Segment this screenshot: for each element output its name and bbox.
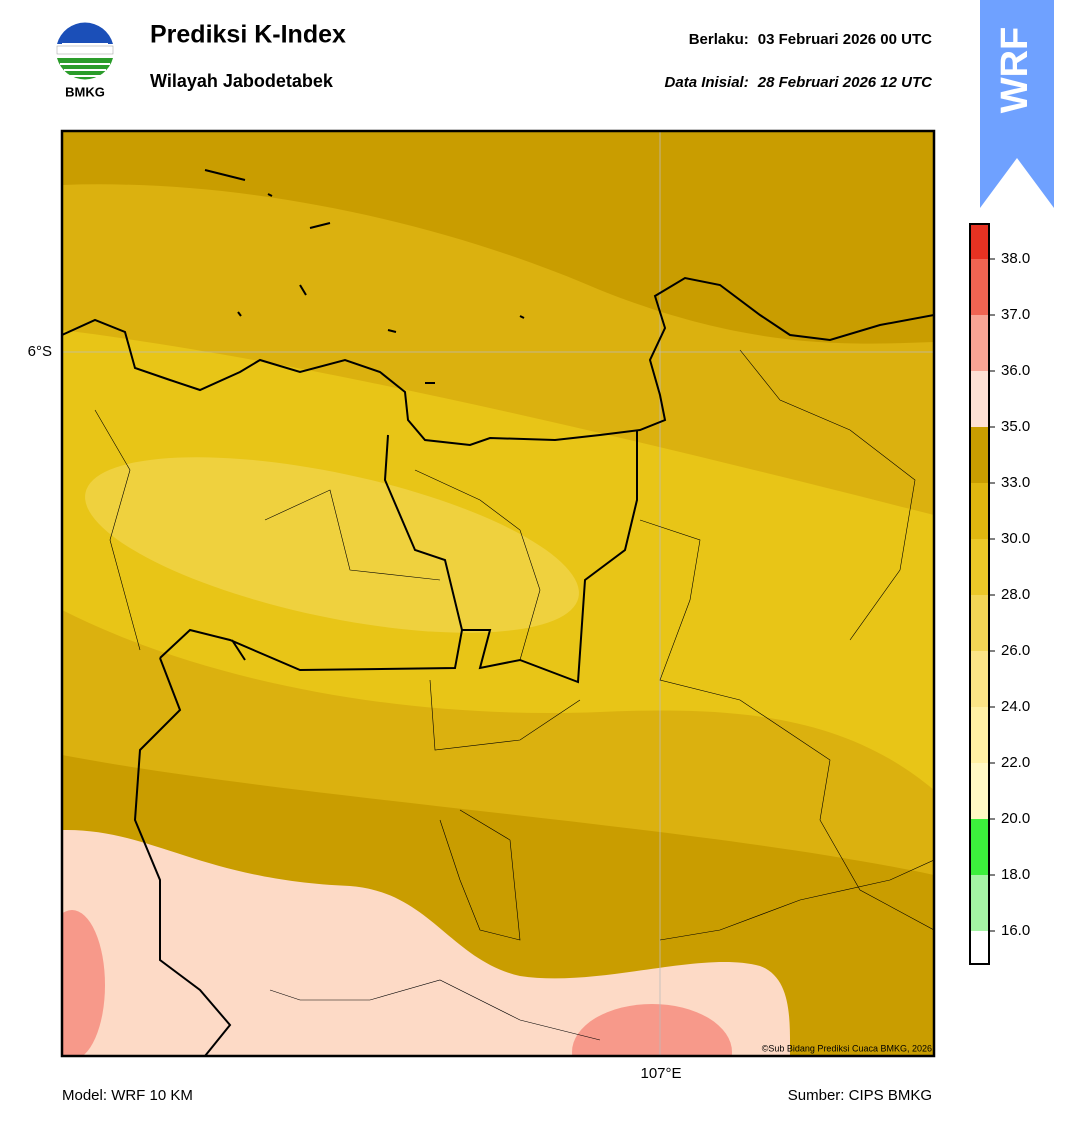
colorbar-tick-label: 30.0 — [1001, 530, 1030, 547]
credit: ©Sub Bidang Prediksi Cuaca BMKG, 2026 — [762, 1043, 932, 1053]
footer-model: Model: WRF 10 KM — [62, 1087, 193, 1104]
map — [62, 131, 934, 1056]
colorbar-segment — [970, 595, 989, 651]
colorbar-segment — [970, 427, 989, 483]
colorbar-segment — [970, 819, 989, 875]
badge-text: WRF — [994, 27, 1036, 114]
valid-value: 03 Februari 2026 00 UTC — [758, 31, 932, 48]
logo: BMKG — [56, 22, 114, 99]
colorbar-segment — [970, 875, 989, 931]
colorbar-tick-label: 18.0 — [1001, 866, 1030, 883]
colorbar-tick-label: 33.0 — [1001, 474, 1030, 491]
colorbar-segment — [970, 224, 989, 259]
logo-text: BMKG — [65, 84, 105, 99]
init-time: Data Inisial: 28 Februari 2026 12 UTC — [665, 74, 934, 91]
colorbar-tick-label: 20.0 — [1001, 810, 1030, 827]
valid-time: Berlaku: 03 Februari 2026 00 UTC — [689, 31, 932, 48]
colorbar-segment — [970, 539, 989, 595]
colorbar-segment — [970, 315, 989, 371]
colorbar-segment — [970, 707, 989, 763]
colorbar-segment — [970, 371, 989, 427]
colorbar-tick-label: 24.0 — [1001, 698, 1030, 715]
colorbar-segment — [970, 763, 989, 819]
colorbar-tick-label: 16.0 — [1001, 922, 1030, 939]
colorbar-segment — [970, 931, 989, 964]
map-frame — [60, 129, 936, 1058]
colorbar-segment — [970, 483, 989, 539]
colorbar-tick-label: 22.0 — [1001, 754, 1030, 771]
subtitle: Wilayah Jabodetabek — [150, 71, 334, 91]
colorbar-tick-label: 35.0 — [1001, 418, 1030, 435]
colorbar-tick-label: 28.0 — [1001, 586, 1030, 603]
colorbar-segment — [970, 259, 989, 315]
badge — [980, 0, 1054, 208]
colorbar-tick-label: 26.0 — [1001, 642, 1030, 659]
colorbar: 16.0 18.0 20.0 22.0 24.0 26.0 28.0 30.0 33.0 35.0… — [969, 223, 1030, 965]
colorbar-tick-label: 38.0 — [1001, 250, 1030, 267]
init-value: 28 Februari 2026 12 UTC — [757, 74, 933, 91]
colorbar-segment — [970, 651, 989, 707]
colorbar-tick-label: 36.0 — [1001, 362, 1030, 379]
footer-source: Sumber: CIPS BMKG — [788, 1087, 932, 1104]
lon-label: 107°E — [640, 1065, 681, 1082]
valid-label: Berlaku: — [689, 31, 749, 48]
title: Prediksi K-Index — [150, 21, 346, 49]
colorbar-tick-label: 37.0 — [1001, 306, 1030, 323]
lat-label: 6°S — [28, 343, 52, 360]
colorbar-frame — [969, 223, 990, 965]
init-label: Data Inisial: — [665, 74, 749, 91]
